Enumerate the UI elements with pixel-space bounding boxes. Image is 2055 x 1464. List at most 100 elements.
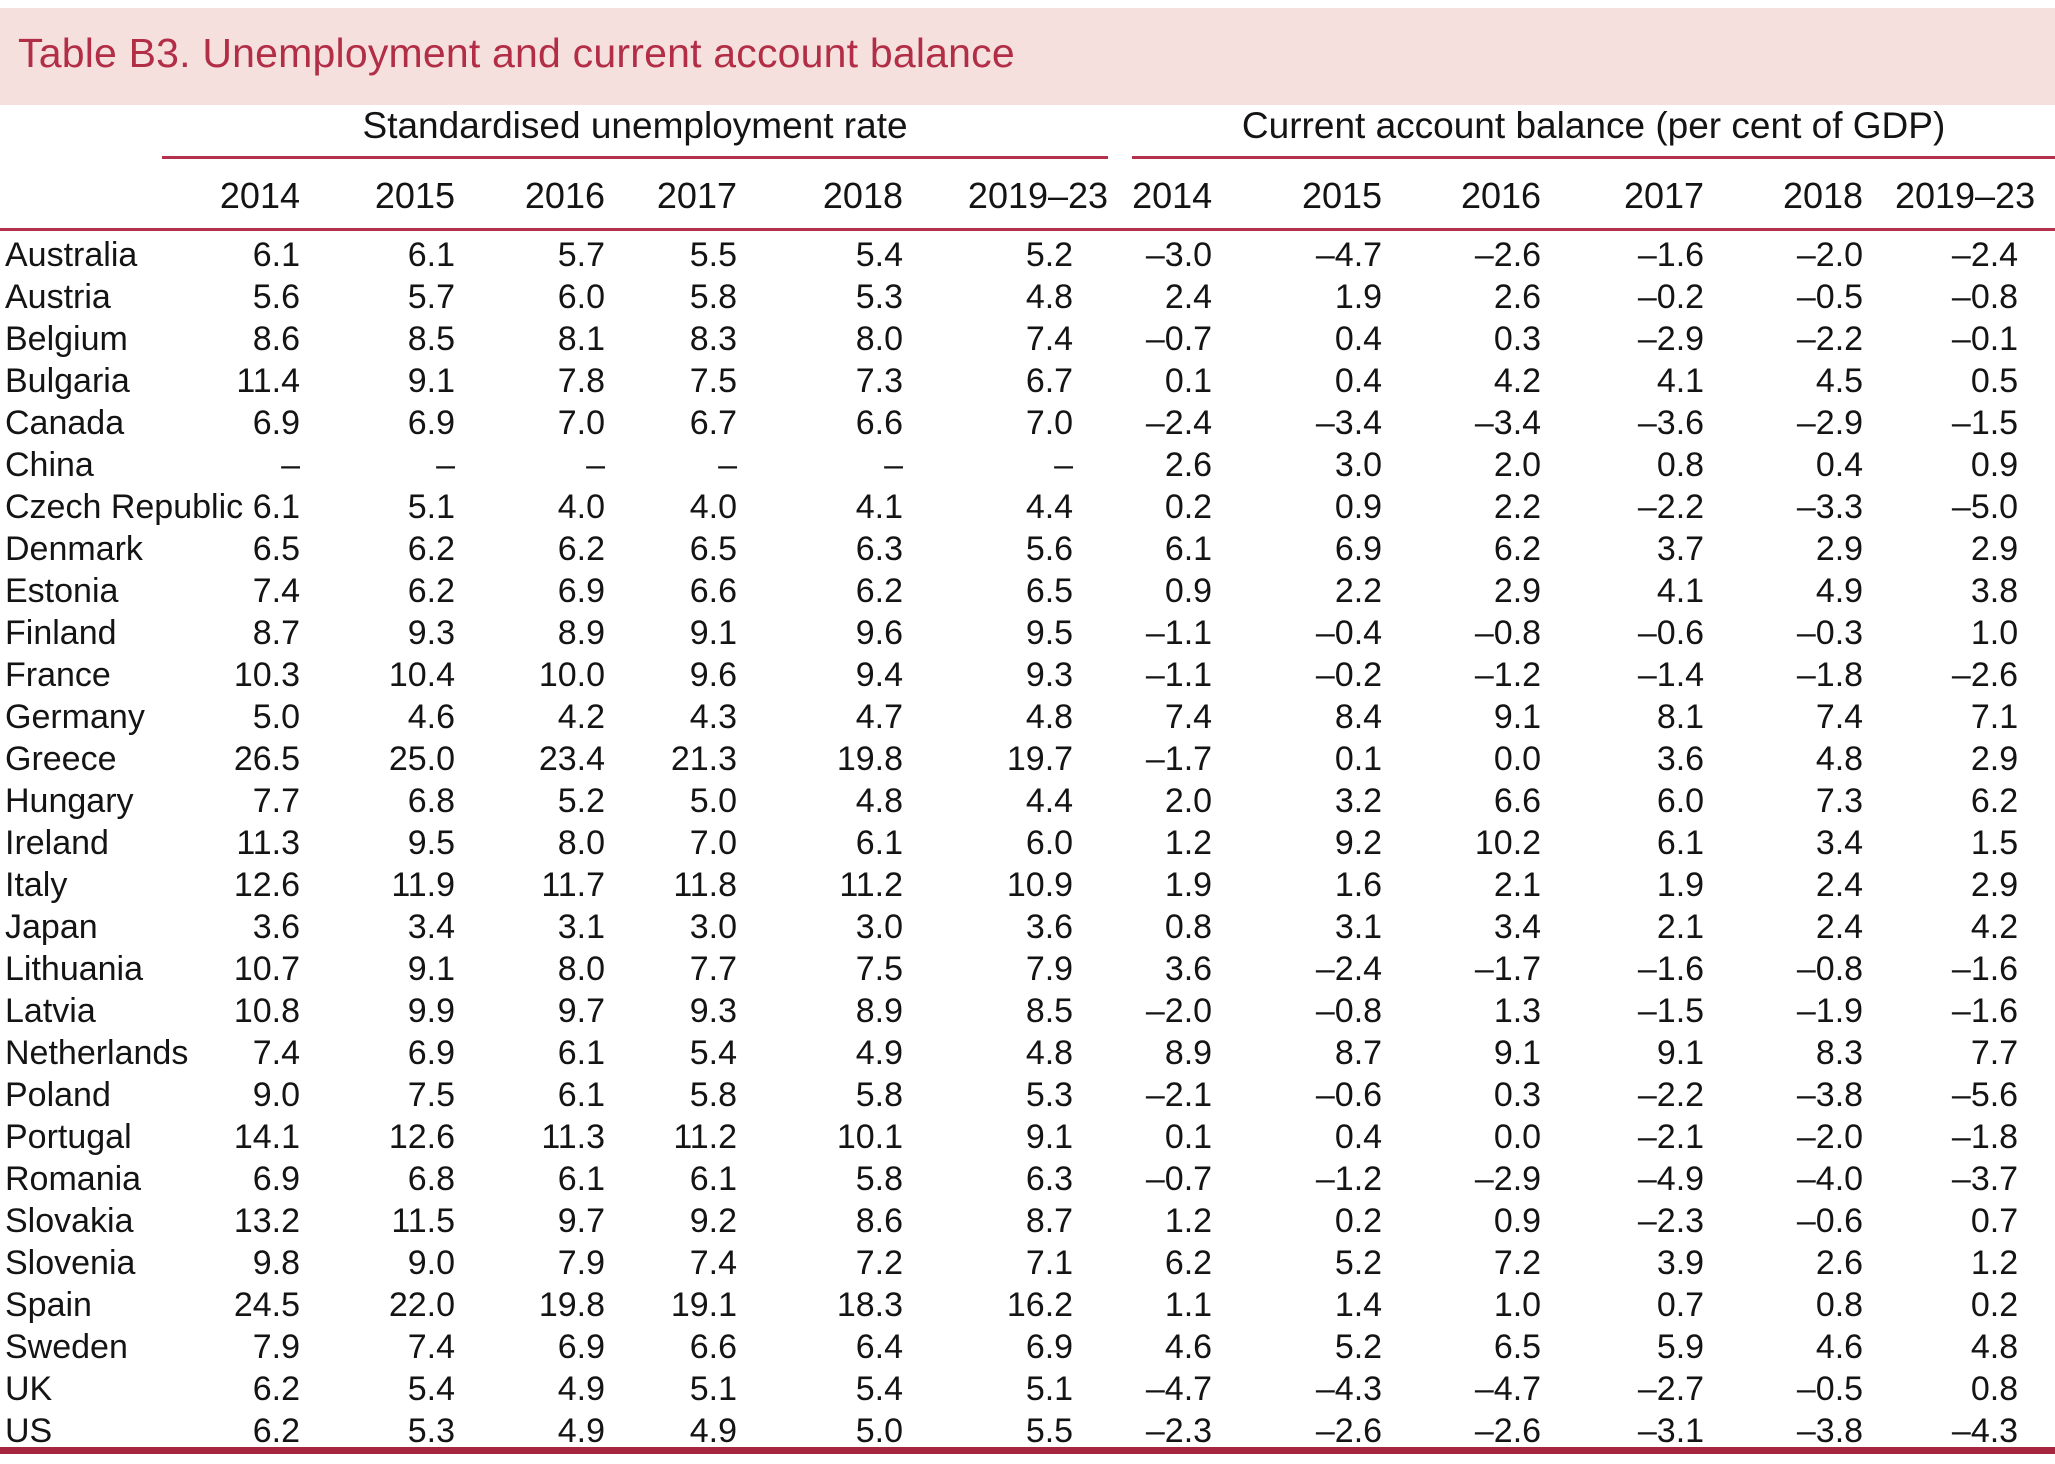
current-account-value-cell: –2.4 bbox=[1315, 950, 1383, 988]
column-spacer bbox=[1108, 570, 1132, 612]
table-row: Italy 12.6 11.9 11.7 11.8 11.2 10.9 1.9 1.6 2.1 1.… bbox=[0, 864, 2055, 906]
country-column-header bbox=[0, 105, 162, 159]
unemployment-value-cell: 8.6 bbox=[855, 1202, 903, 1240]
unemployment-value-cell: 11.8 bbox=[673, 866, 737, 904]
current-account-value-cell: –2.9 bbox=[1637, 320, 1705, 358]
country-label: Belgium bbox=[5, 320, 128, 358]
current-account-value-cell: 1.9 bbox=[1656, 866, 1705, 904]
unemployment-value-cell: 10.1 bbox=[836, 1118, 903, 1156]
current-account-value-cell: –3.3 bbox=[1796, 488, 1864, 526]
country-label: Bulgaria bbox=[5, 362, 130, 400]
current-account-value-cell: 5.2 bbox=[1334, 1328, 1383, 1366]
unemployment-value-cell: 5.4 bbox=[855, 236, 903, 274]
table-body: Australia 6.1 6.1 5.7 5.5 5.4 5.2 –3.0 –4.7 –2.6–… bbox=[0, 231, 2055, 1452]
current-account-value-cell: –4.3 bbox=[1315, 1370, 1383, 1408]
table-row: Romania 6.9 6.8 6.1 6.1 5.8 6.3 –0.7 –1.2 –2.9 –4.… bbox=[0, 1158, 2055, 1200]
group-header-row: Standardised unemployment rate Current a… bbox=[0, 105, 2055, 159]
unemployment-value-cell: 6.0 bbox=[557, 278, 605, 316]
current-account-value-cell: –0.4 bbox=[1315, 614, 1383, 652]
unemployment-value-cell: 5.6 bbox=[1025, 530, 1074, 568]
unemployment-value-cell: 5.1 bbox=[1025, 1370, 1074, 1408]
unemployment-value-cell: 6.5 bbox=[252, 530, 300, 568]
table-title: Table B3. Unemployment and current accou… bbox=[18, 30, 1015, 76]
column-spacer bbox=[1108, 528, 1132, 570]
unemployment-value-cell: 5.2 bbox=[1025, 236, 1074, 274]
unemployment-value-cell: 5.8 bbox=[855, 1076, 903, 1114]
current-account-value-cell: –1.7 bbox=[1145, 740, 1213, 778]
unemployment-value-cell: 11.3 bbox=[541, 1118, 605, 1156]
current-account-value-cell: 4.5 bbox=[1815, 362, 1864, 400]
current-account-value-cell: 0.4 bbox=[1334, 1118, 1383, 1156]
unemployment-value-cell: 7.4 bbox=[1025, 320, 1074, 358]
current-account-value-cell: 1.3 bbox=[1493, 992, 1542, 1030]
unemployment-value-cell: 7.4 bbox=[689, 1244, 737, 1282]
unemployment-value-cell: 5.0 bbox=[252, 698, 300, 736]
current-account-value-cell: 8.7 bbox=[1334, 1034, 1383, 1072]
current-account-value-cell: 3.1 bbox=[1334, 908, 1383, 946]
unemployment-value-cell: 19.1 bbox=[670, 1286, 737, 1324]
unemployment-value-cell: 5.5 bbox=[689, 236, 737, 274]
unemployment-value-cell: – bbox=[884, 446, 903, 484]
unemployment-value-cell: 5.7 bbox=[407, 278, 455, 316]
unemployment-value-cell: 11.9 bbox=[391, 866, 455, 904]
column-spacer bbox=[1108, 990, 1132, 1032]
unemployment-value-cell: 4.9 bbox=[557, 1412, 605, 1450]
group-header-current-account: Current account balance (per cent of GDP… bbox=[1132, 105, 2055, 159]
unemployment-value-cell: 7.4 bbox=[407, 1328, 455, 1366]
current-account-value-cell: 7.4 bbox=[1164, 698, 1213, 736]
unemployment-value-cell: 6.5 bbox=[689, 530, 737, 568]
current-account-value-cell: 3.7 bbox=[1656, 530, 1705, 568]
unemployment-value-cell: 6.9 bbox=[252, 404, 300, 442]
table-row: Australia 6.1 6.1 5.7 5.5 5.4 5.2 –3.0 –4.7 –2.6 –… bbox=[0, 231, 2055, 276]
current-account-value-cell: 2.9 bbox=[1970, 740, 2019, 778]
unemployment-value-cell: 7.4 bbox=[252, 1034, 300, 1072]
current-account-value-cell: 0.8 bbox=[1164, 908, 1213, 946]
current-account-value-cell: –4.9 bbox=[1637, 1160, 1705, 1198]
current-account-value-cell: 5.2 bbox=[1334, 1244, 1383, 1282]
current-account-value-cell: –2.3 bbox=[1145, 1412, 1213, 1450]
unemployment-value-cell: 3.6 bbox=[1025, 908, 1074, 946]
current-account-value-cell: –2.6 bbox=[1474, 1412, 1542, 1450]
unemployment-value-cell: 6.4 bbox=[855, 1328, 903, 1366]
current-account-value-cell: –0.6 bbox=[1637, 614, 1705, 652]
table-row: Spain 24.5 22.0 19.8 19.1 18.3 16.2 1.1 1.4 1.0 0.… bbox=[0, 1284, 2055, 1326]
unemployment-value-cell: 9.0 bbox=[407, 1244, 455, 1282]
year-header: 2015 bbox=[300, 159, 455, 231]
table-row: US 6.2 5.3 4.9 4.9 5.0 5.5 –2.3 –2.6 –2.6 –3.1 –3.8… bbox=[0, 1410, 2055, 1452]
unemployment-value-cell: 11.3 bbox=[236, 824, 300, 862]
column-spacer bbox=[1108, 105, 1132, 159]
current-account-value-cell: 1.6 bbox=[1334, 866, 1383, 904]
current-account-value-cell: 0.7 bbox=[1656, 1286, 1705, 1324]
current-account-value-cell: 2.6 bbox=[1493, 278, 1542, 316]
current-account-value-cell: –3.7 bbox=[1951, 1160, 2019, 1198]
country-label: Sweden bbox=[5, 1328, 128, 1366]
country-label: Japan bbox=[5, 908, 98, 946]
current-account-value-cell: –1.6 bbox=[1951, 992, 2019, 1030]
year-header: 2019–23 bbox=[1863, 159, 2055, 231]
column-spacer bbox=[1108, 486, 1132, 528]
unemployment-value-cell: 12.6 bbox=[388, 1118, 455, 1156]
unemployment-value-cell: 6.9 bbox=[557, 1328, 605, 1366]
table-row: UK 6.2 5.4 4.9 5.1 5.4 5.1 –4.7 –4.3 –4.7 –2.7 –0.5… bbox=[0, 1368, 2055, 1410]
unemployment-value-cell: 11.5 bbox=[391, 1202, 455, 1240]
current-account-value-cell: 6.1 bbox=[1164, 530, 1213, 568]
table-row: Slovakia 13.2 11.5 9.7 9.2 8.6 8.7 1.2 0.2 0.9 –2.… bbox=[0, 1200, 2055, 1242]
unemployment-value-cell: 3.0 bbox=[855, 908, 903, 946]
unemployment-value-cell: 4.0 bbox=[689, 488, 737, 526]
current-account-value-cell: –4.7 bbox=[1315, 236, 1383, 274]
column-spacer bbox=[1108, 612, 1132, 654]
current-account-value-cell: 5.9 bbox=[1656, 1328, 1705, 1366]
current-account-value-cell: –1.1 bbox=[1145, 656, 1213, 694]
current-account-value-cell: 3.6 bbox=[1164, 950, 1213, 988]
unemployment-value-cell: 10.0 bbox=[538, 656, 605, 694]
unemployment-value-cell: 3.0 bbox=[689, 908, 737, 946]
current-account-value-cell: 1.2 bbox=[1970, 1244, 2019, 1282]
country-label: Germany bbox=[5, 698, 145, 736]
current-account-value-cell: –3.8 bbox=[1796, 1076, 1864, 1114]
unemployment-value-cell: 6.1 bbox=[557, 1160, 605, 1198]
country-label: Netherlands bbox=[5, 1034, 189, 1072]
table-title-band: Table B3. Unemployment and current accou… bbox=[0, 8, 2055, 105]
current-account-value-cell: 2.0 bbox=[1493, 446, 1542, 484]
table-row: Sweden 7.9 7.4 6.9 6.6 6.4 6.9 4.6 5.2 6.5 5.9 4.6 4… bbox=[0, 1326, 2055, 1368]
current-account-value-cell: –2.2 bbox=[1637, 1076, 1705, 1114]
